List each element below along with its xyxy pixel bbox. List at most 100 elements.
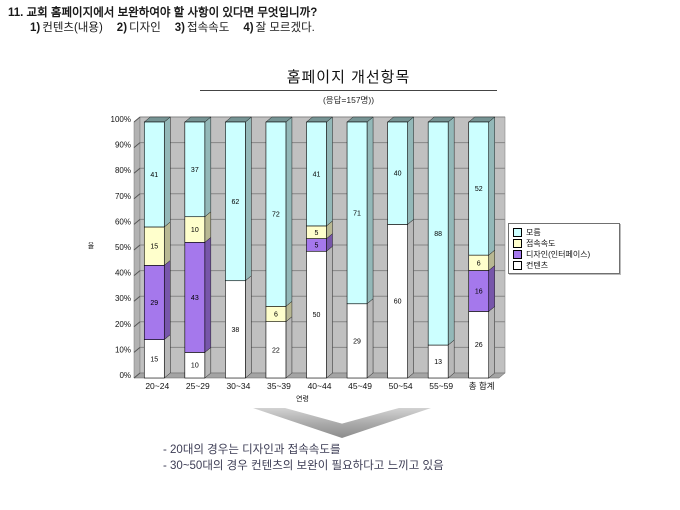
legend-swatch	[513, 261, 522, 270]
axis-tick	[133, 219, 141, 225]
legend-item: 모름	[513, 227, 617, 238]
legend-swatch	[513, 239, 522, 248]
axis-tick	[133, 244, 141, 251]
y-tick-label: 80%	[115, 166, 131, 175]
data-label: 26	[475, 342, 483, 349]
question-block: 11. 교회 홈페이지에서 보완하여야 할 사항이 있다면 무엇입니까? 1) 컨…	[8, 6, 628, 36]
y-tick-label: 10%	[115, 345, 131, 354]
axis-tick	[133, 347, 141, 353]
bar-side-face	[204, 116, 212, 218]
bar-side-face	[447, 339, 455, 379]
data-label: 71	[353, 210, 361, 217]
bar-side-face	[447, 116, 455, 346]
bar-side-face	[326, 116, 333, 227]
data-label: 60	[394, 299, 402, 306]
bar-side-face	[245, 275, 252, 379]
question-text: 11. 교회 홈페이지에서 보완하여야 할 사항이 있다면 무엇입니까?	[8, 7, 318, 19]
bar-side-face	[488, 305, 495, 379]
legend-item: 컨텐츠	[513, 260, 617, 271]
axis-tick	[133, 142, 141, 148]
category-label: 20~24	[145, 381, 169, 391]
data-label: 15	[150, 244, 158, 251]
bar-side-face	[488, 264, 495, 312]
axis-tick	[133, 295, 141, 302]
option-marker: 3)	[174, 22, 186, 34]
axis-tick	[133, 116, 141, 123]
category-label: 50~54	[389, 381, 413, 391]
data-label: 37	[191, 167, 199, 174]
bar-side-face	[204, 211, 212, 243]
y-tick-label: 90%	[115, 141, 131, 150]
category-label: 35~39	[267, 381, 291, 391]
data-label: 10	[191, 363, 199, 370]
data-label: 88	[434, 231, 442, 238]
category-label: 30~34	[226, 381, 250, 391]
bar-side-face	[164, 221, 171, 266]
data-label: 29	[353, 338, 361, 345]
category-label: 25~29	[186, 381, 210, 391]
segment-모름	[143, 121, 165, 228]
legend-swatch	[513, 228, 522, 237]
y-tick-label: 40%	[115, 269, 131, 278]
bar-side-face	[285, 316, 293, 379]
bar-side-face	[204, 236, 212, 353]
data-label: 41	[150, 172, 158, 179]
y-tick-label: 60%	[115, 217, 131, 226]
segment-모름	[265, 121, 287, 307]
question-option: 1) 컨텐츠(내용)	[30, 22, 103, 34]
legend-item: 접속속도	[513, 238, 617, 249]
question-option: 3) 접속속도	[174, 22, 230, 34]
bar-side-face	[488, 116, 495, 256]
data-label: 62	[231, 199, 239, 206]
bar-side-face	[285, 116, 293, 307]
data-label: 29	[150, 300, 158, 307]
note-line-2: - 30~50대의 경우 컨텐츠의 보완이 필요하다고 느끼고 있음	[163, 459, 444, 472]
data-label: 52	[475, 186, 483, 193]
axis-tick	[133, 193, 141, 200]
legend-item: 디자인(인터페이스)	[513, 249, 617, 260]
segment-모름	[306, 121, 327, 227]
data-label: 15	[150, 356, 158, 363]
data-label: 43	[191, 295, 199, 302]
data-label: 10	[191, 227, 199, 234]
axis-tick	[133, 270, 141, 276]
category-label: 55~59	[429, 381, 453, 391]
data-label: 6	[274, 312, 278, 319]
data-label: 50	[313, 312, 321, 319]
data-label: 72	[272, 212, 280, 219]
y-tick-label: 70%	[115, 192, 131, 201]
notes-block: - 20대의 경우는 디자인과 접속속도를 - 30~50대의 경우 컨텐츠의 …	[163, 443, 444, 474]
chart-title: 홈페이지 개선항목	[200, 66, 497, 91]
segment-모름	[184, 121, 206, 218]
note-line-1: - 20대의 경우는 디자인과 접속속도를	[163, 444, 341, 456]
legend-swatch	[513, 250, 522, 259]
legend-label: 디자인(인터페이스)	[526, 250, 591, 259]
legend-label: 접속속도	[526, 239, 556, 248]
legend-label: 모름	[526, 228, 541, 237]
axis-tick	[133, 372, 141, 379]
legend-label: 컨텐츠	[526, 261, 549, 270]
question-option: 4) 잘 모르겠다.	[243, 22, 315, 34]
category-label: 45~49	[348, 381, 372, 391]
option-marker: 1)	[30, 22, 41, 34]
bar-side-face	[245, 116, 252, 282]
question-option: 2) 디자인	[116, 22, 161, 34]
bar-side-face	[164, 116, 171, 228]
data-label: 40	[394, 171, 402, 178]
bar-side-face	[164, 259, 171, 341]
category-label: 총 합계	[469, 381, 495, 391]
bar-side-face	[366, 298, 374, 379]
y-tick-label: 100%	[111, 115, 131, 124]
data-label: 38	[231, 327, 239, 334]
bar-side-face	[407, 116, 414, 225]
segment-모름	[387, 121, 408, 225]
x-axis-title: 연령	[296, 395, 309, 403]
data-label: 41	[313, 171, 321, 178]
data-label: 13	[434, 359, 442, 366]
bar-side-face	[407, 218, 414, 379]
question-options: 1) 컨텐츠(내용) 2) 디자인 3) 접속속도 4) 잘 모르겠다.	[30, 21, 628, 36]
